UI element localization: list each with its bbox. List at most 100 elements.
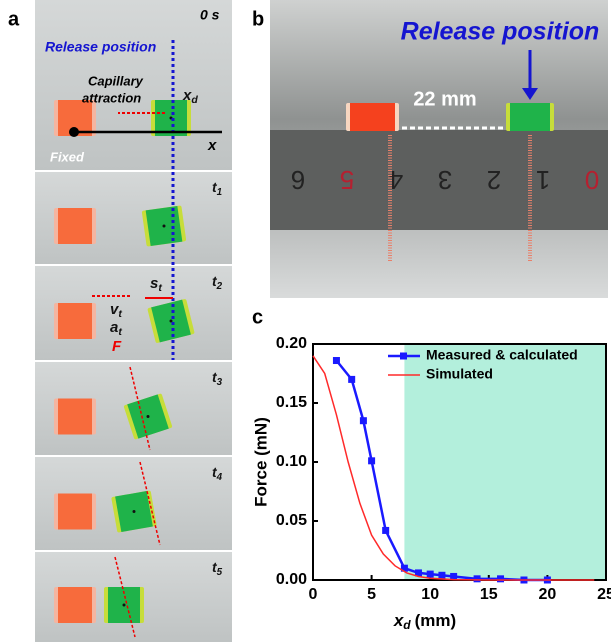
label: t1 [212, 179, 222, 198]
label: Fixed [50, 149, 85, 164]
ruler-number: 3 [438, 165, 452, 195]
chip-core [58, 303, 92, 339]
ruler [270, 130, 608, 230]
chip [54, 398, 96, 435]
dot [146, 415, 150, 418]
chip [54, 303, 96, 339]
label-main: t [212, 179, 218, 195]
label-sub: 2 [216, 281, 223, 292]
panel-label: c [252, 306, 263, 328]
point [348, 375, 356, 383]
chip-core [350, 103, 395, 131]
label-unit: (mm) [415, 611, 457, 630]
chip [54, 587, 96, 623]
chip [54, 208, 96, 244]
y-tick-label: 0.10 [276, 453, 307, 470]
label-main: a [110, 319, 118, 336]
legend-label: Simulated [426, 366, 493, 382]
chip-core [510, 103, 550, 131]
label-sub: t [118, 326, 122, 338]
label-main: t [212, 464, 218, 480]
chip [54, 493, 96, 530]
y-tick-label: 0.15 [276, 394, 307, 411]
axis-line [114, 556, 136, 638]
label-sub: 3 [217, 377, 223, 388]
point [473, 575, 481, 583]
ruler-number: 6 [291, 165, 305, 195]
release-label: Release position [401, 18, 600, 46]
label-main: t [212, 273, 218, 289]
ruler-number: 1 [536, 165, 550, 195]
label: Capillary [88, 73, 144, 88]
label-main: x [393, 611, 405, 630]
y-tick-label: 0.05 [276, 512, 307, 529]
point [497, 575, 505, 583]
origin [69, 127, 79, 137]
label-sub: d [191, 94, 198, 106]
dot [132, 510, 136, 513]
x-tick-label: 25 [597, 586, 611, 603]
axis-line [129, 366, 151, 451]
axis-line [139, 461, 161, 546]
point [368, 457, 376, 465]
point [382, 526, 390, 534]
x-axis-label: xd (mm) [393, 611, 456, 632]
panel-label: b [252, 8, 264, 30]
label-sub: d [403, 618, 411, 632]
label-sub: 4 [216, 472, 223, 483]
shaded-region [404, 344, 606, 580]
legend-marker [400, 352, 407, 360]
panel-b: 6 5 4 3 2 1 0 22 mm Release position [270, 0, 608, 298]
x-tick-label: 20 [539, 586, 557, 603]
chip-core [58, 208, 92, 244]
x-tick-label: 5 [367, 586, 376, 603]
x-tick-label: 10 [421, 586, 439, 603]
point [426, 570, 434, 578]
label: t3 [212, 369, 223, 388]
chip-core [58, 398, 92, 435]
label: xd [182, 87, 198, 106]
ruler-number: 5 [340, 165, 354, 195]
series-line [312, 355, 595, 581]
label-sub: 1 [217, 187, 222, 198]
label: F [112, 338, 122, 355]
chip [346, 103, 399, 131]
label: x [207, 137, 217, 154]
x-tick-label: 15 [480, 586, 498, 603]
chip-core [58, 587, 92, 623]
x-tick-label: 0 [309, 586, 318, 603]
point [359, 417, 367, 425]
label-sub: 5 [217, 567, 223, 578]
point [414, 569, 422, 577]
label: t2 [212, 273, 223, 292]
y-tick-label: 0.20 [276, 335, 307, 352]
release-label: Release position [45, 39, 156, 55]
y-tick-label: 0.00 [276, 571, 307, 588]
panel-c: 0 5 10 15 20 25 0.00 0.05 0.10 0.15 0.20 Force (mN)… [251, 335, 611, 632]
dot [122, 603, 126, 607]
label-main: t [212, 369, 218, 385]
label: at [110, 319, 122, 338]
label: attraction [82, 90, 141, 105]
label-sub: t [158, 282, 162, 294]
dot [169, 319, 173, 323]
series-line [335, 359, 548, 582]
ruler-number: 4 [389, 165, 403, 195]
point [400, 564, 408, 572]
chip [506, 103, 554, 131]
point [438, 571, 446, 579]
label: st [150, 275, 162, 294]
label: t4 [212, 464, 223, 483]
ruler-number: 2 [487, 165, 501, 195]
label-sub: t [118, 308, 122, 320]
distance-label: 22 mm [413, 88, 476, 110]
legend-label: Measured & calculated [426, 347, 578, 363]
label-main: v [110, 301, 120, 318]
chip-core [58, 493, 92, 530]
label-main: s [150, 275, 158, 292]
label: vt [110, 301, 122, 320]
label-main: x [182, 87, 192, 104]
panel-label: a [8, 8, 20, 30]
